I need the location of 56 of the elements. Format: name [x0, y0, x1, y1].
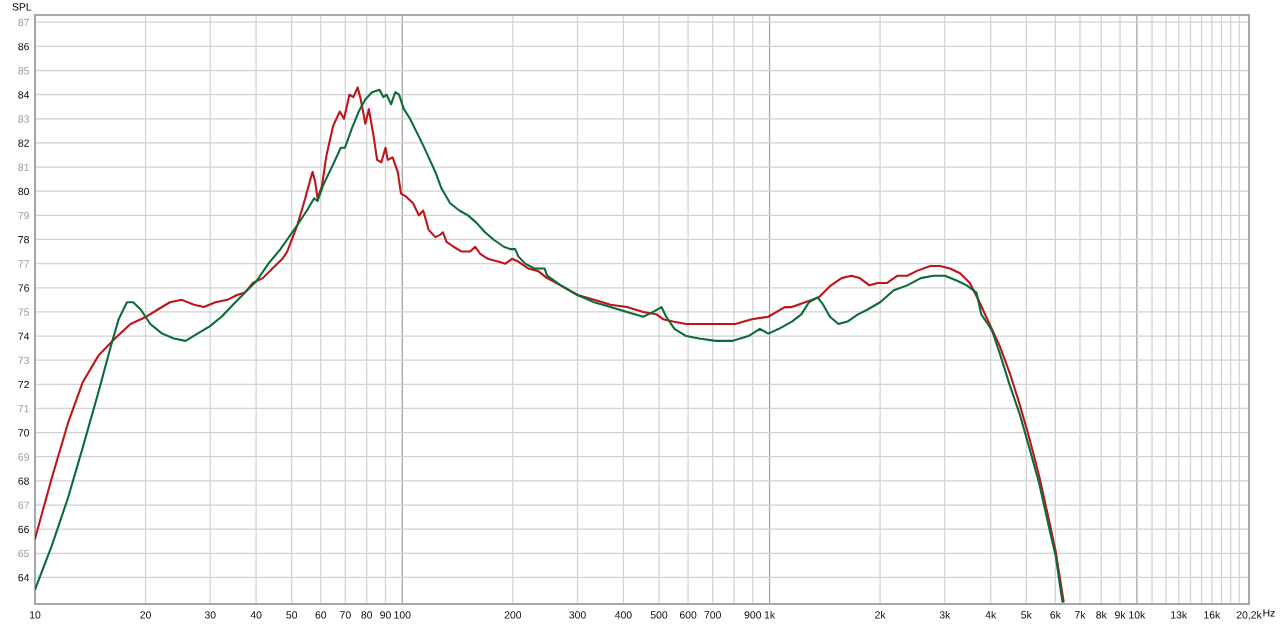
- x-tick-label: 16k: [1204, 610, 1221, 619]
- y-tick-label: 71: [18, 405, 29, 413]
- y-tick-label: 86: [18, 42, 29, 51]
- y-tick-label: 72: [18, 380, 29, 389]
- x-tick-label: 80: [361, 611, 373, 619]
- x-tick-label: 40: [250, 611, 262, 619]
- x-tick-label: 900: [744, 611, 762, 619]
- y-tick-label: 75: [18, 308, 30, 316]
- y-tick-label: 85: [18, 67, 30, 75]
- y-tick-label: 74: [18, 332, 30, 340]
- y-tick-label: 65: [18, 549, 30, 558]
- y-tick-label: 78: [18, 236, 29, 244]
- y-axis-title: SPL: [12, 3, 32, 11]
- y-tick-label: 77: [18, 260, 29, 268]
- x-tick-label: 6k: [1050, 610, 1061, 619]
- x-tick-label: 60: [315, 611, 327, 619]
- x-tick-label: 2k: [875, 610, 886, 619]
- x-tick-label: 20,2k: [1236, 610, 1262, 620]
- y-tick-label: 68: [18, 477, 29, 485]
- x-tick-label: 8k: [1096, 610, 1107, 619]
- x-tick-label: 20: [140, 611, 151, 619]
- x-tick-label: 300: [569, 611, 586, 619]
- x-tick-label: 10k: [1129, 610, 1146, 619]
- x-tick-label: 600: [679, 611, 697, 619]
- y-tick-label: 69: [18, 453, 29, 461]
- y-tick-label: 82: [18, 139, 29, 147]
- y-tick-label: 87: [18, 18, 29, 27]
- x-tick-label: 400: [614, 611, 632, 619]
- y-tick-label: 83: [18, 115, 29, 123]
- x-tick-label: 200: [504, 611, 522, 619]
- x-tick-label: 700: [704, 611, 721, 619]
- y-tick-label: 81: [18, 163, 29, 171]
- x-tick-label: 7k: [1074, 610, 1086, 619]
- x-tick-label: 3k: [939, 610, 951, 619]
- x-tick-label: 50: [286, 611, 298, 619]
- y-tick-label: 84: [18, 91, 30, 99]
- x-tick-label: 90: [380, 611, 391, 619]
- x-tick-label: 9k: [1115, 610, 1126, 619]
- x-tick-label: 100: [394, 611, 411, 619]
- y-tick-label: 66: [18, 525, 29, 534]
- y-tick-label: 64: [18, 573, 30, 582]
- y-tick-label: 70: [18, 429, 30, 437]
- x-tick-label: 30: [204, 611, 216, 619]
- x-tick-label: 13k: [1171, 610, 1188, 619]
- y-tick-label: 80: [18, 187, 30, 196]
- y-tick-label: 79: [18, 211, 29, 220]
- x-tick-label: 4k: [985, 610, 997, 619]
- y-tick-label: 73: [18, 356, 29, 365]
- x-tick-label: 500: [650, 611, 668, 619]
- y-tick-label: 67: [18, 501, 29, 509]
- x-tick-label: 5k: [1021, 610, 1032, 619]
- x-axis-title: Hz: [1263, 609, 1275, 617]
- x-tick-label: 10: [30, 611, 41, 619]
- x-tick-label: 70: [340, 611, 351, 619]
- y-tick-label: 76: [18, 284, 29, 292]
- x-tick-label: 1k: [764, 610, 776, 619]
